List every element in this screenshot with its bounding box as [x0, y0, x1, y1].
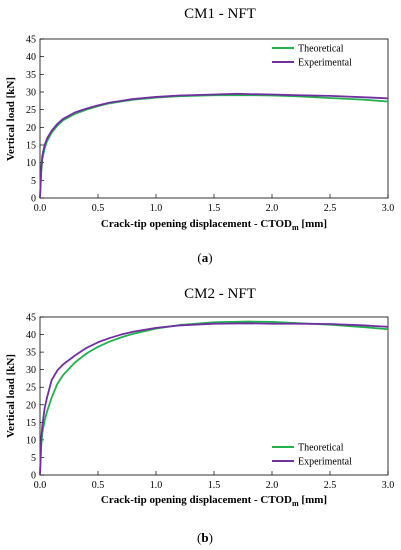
- y-tick-label: 5: [31, 176, 36, 187]
- chart-cm1: CM1 - NFT 0 5 10 15 20 25 30 35 40 45 0.0 0.5 1.0 1.…: [5, 6, 394, 265]
- chart-title: CM2 - NFT: [184, 286, 256, 302]
- series-line-experimental: [39, 92, 389, 199]
- y-axis-label: Vertical load [kN]: [5, 354, 17, 438]
- caption-close: ): [209, 530, 213, 545]
- y-tick-label: 15: [26, 141, 36, 152]
- y-axis-label: Vertical load [kN]: [5, 77, 17, 161]
- legend-label: Theoretical: [298, 443, 344, 454]
- y-tick-label: 45: [26, 313, 36, 324]
- y-tick-label: 40: [26, 330, 36, 341]
- caption-close: ): [208, 250, 212, 265]
- x-tick-label: 2.0: [266, 480, 279, 491]
- x-tick-label: 0.0: [34, 480, 47, 491]
- x-tick-label: 0.5: [92, 480, 105, 491]
- x-ticks: 0.0 0.5 1.0 1.5 2.0 2.5 3.0: [34, 471, 395, 491]
- x-axis-label-sub: m: [292, 223, 299, 232]
- x-tick-label: 1.0: [150, 203, 163, 214]
- y-tick-label: 0: [31, 194, 36, 205]
- y-tick-label: 25: [26, 105, 36, 116]
- x-axis-label-unit: [mm]: [299, 218, 327, 230]
- y-tick-label: 10: [26, 435, 36, 446]
- chart-cm2: CM2 - NFT 0 5 10 15 20 25 30 35 40 45 0.0 0.5 1.0 1.…: [5, 286, 394, 545]
- figure-caption: (a): [197, 250, 212, 265]
- series-lines: [39, 320, 389, 476]
- x-axis-label: Crack-tip opening displacement - CTODm […: [101, 218, 327, 232]
- series-line-experimental: [39, 322, 389, 476]
- x-axis-label-main: Crack-tip opening displacement - CTOD: [101, 218, 292, 230]
- x-tick-label: 0.5: [92, 203, 105, 214]
- x-axis-label-unit: [mm]: [299, 494, 327, 506]
- x-tick-label: 2.5: [324, 203, 337, 214]
- y-ticks: 0 5 10 15 20 25 30 35 40 45: [26, 35, 44, 205]
- x-axis-label: Crack-tip opening displacement - CTODm […: [101, 494, 327, 508]
- x-tick-label: 1.5: [208, 480, 221, 491]
- y-tick-label: 20: [26, 123, 36, 134]
- figure-caption: (b): [197, 530, 213, 545]
- y-tick-label: 40: [26, 52, 36, 63]
- y-tick-label: 30: [26, 365, 36, 376]
- y-tick-label: 20: [26, 400, 36, 411]
- y-tick-label: 35: [26, 348, 36, 359]
- y-tick-label: 35: [26, 70, 36, 81]
- x-tick-label: 0.0: [34, 203, 47, 214]
- chart-title: CM1 - NFT: [184, 6, 256, 22]
- caption-letter: a: [202, 250, 209, 265]
- x-tick-label: 1.5: [208, 203, 221, 214]
- y-tick-label: 15: [26, 418, 36, 429]
- caption-open: (: [197, 530, 201, 545]
- x-tick-label: 2.5: [324, 480, 337, 491]
- x-tick-label: 3.0: [382, 203, 395, 214]
- x-axis-label-main: Crack-tip opening displacement - CTOD: [101, 494, 292, 506]
- x-tick-label: 2.0: [266, 203, 279, 214]
- y-tick-label: 30: [26, 88, 36, 99]
- legend-label: Experimental: [298, 457, 352, 468]
- series-line-theoretical: [39, 94, 389, 199]
- y-tick-label: 5: [31, 453, 36, 464]
- caption-letter: b: [201, 530, 208, 545]
- x-tick-label: 3.0: [382, 480, 395, 491]
- x-axis-label-sub: m: [292, 499, 299, 508]
- y-tick-label: 10: [26, 158, 36, 169]
- x-tick-label: 1.0: [150, 480, 163, 491]
- legend-label: Theoretical: [298, 44, 344, 55]
- y-tick-label: 0: [31, 471, 36, 482]
- series-lines: [39, 92, 389, 199]
- series-line-theoretical: [39, 320, 389, 476]
- legend: Theoretical Experimental: [272, 44, 352, 69]
- y-tick-label: 25: [26, 383, 36, 394]
- y-ticks: 0 5 10 15 20 25 30 35 40 45: [26, 313, 44, 482]
- legend: Theoretical Experimental: [272, 443, 352, 468]
- legend-label: Experimental: [298, 58, 352, 69]
- x-ticks: 0.0 0.5 1.0 1.5 2.0 2.5 3.0: [34, 194, 395, 214]
- caption-open: (: [197, 250, 201, 265]
- y-tick-label: 45: [26, 35, 36, 46]
